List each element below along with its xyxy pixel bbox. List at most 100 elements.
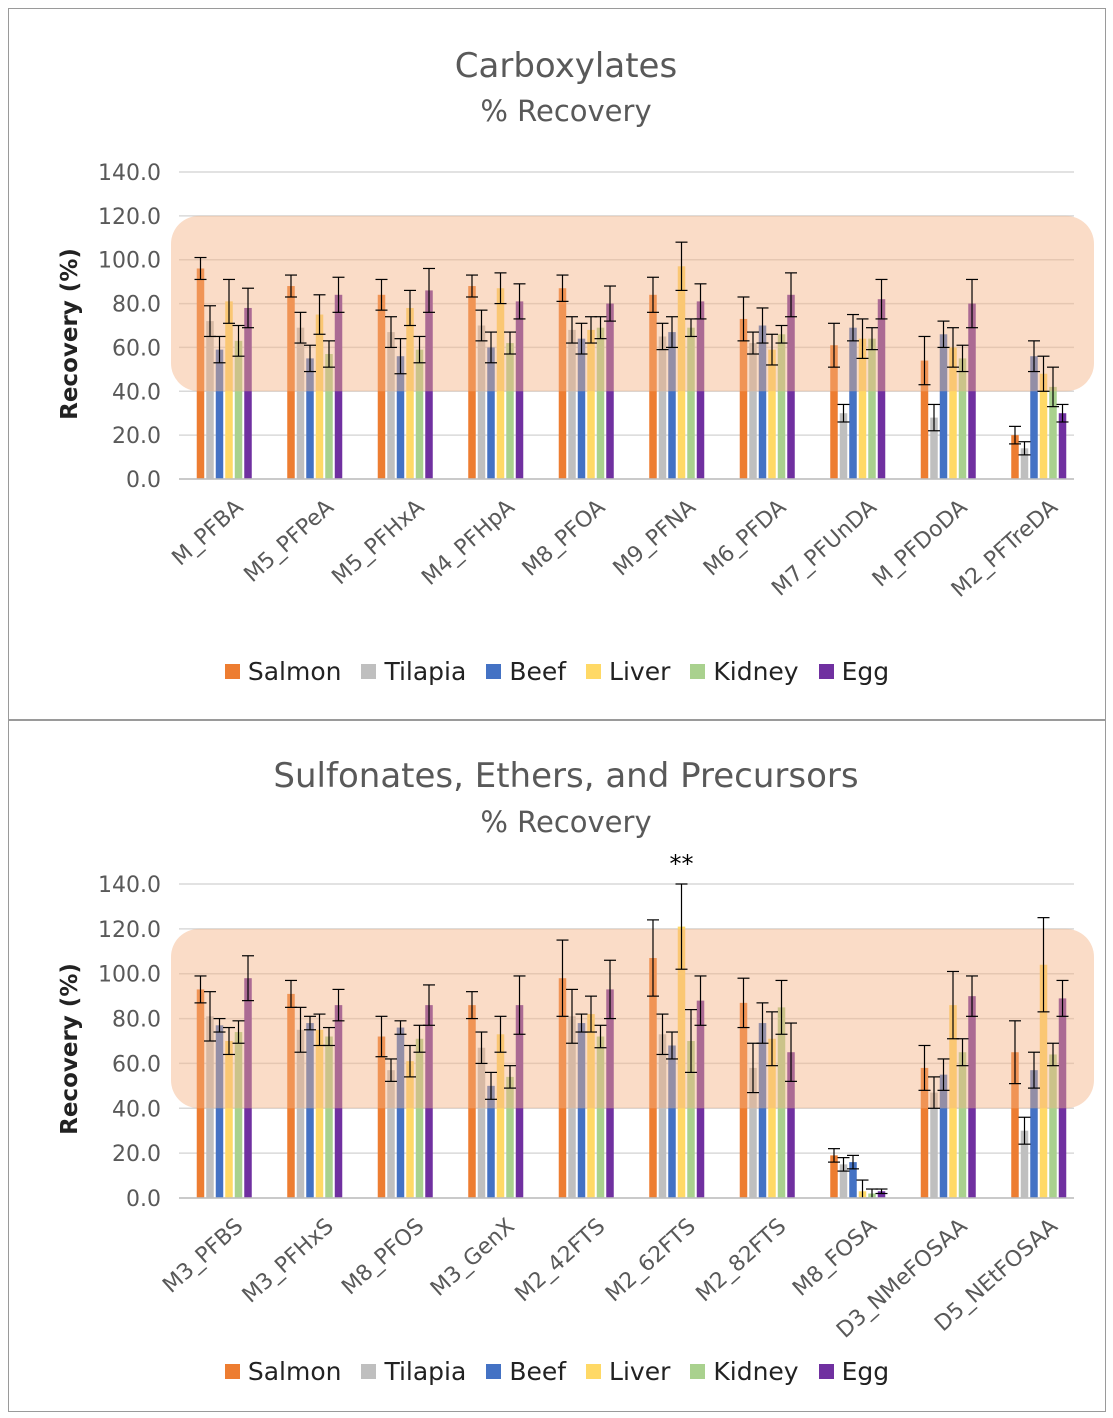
bar-egg (787, 294, 795, 479)
bar-salmon (920, 360, 929, 479)
bar-tilapia (296, 327, 305, 479)
y-tick-label: 20.0 (112, 424, 161, 449)
bar-liver (858, 338, 867, 479)
error-bar (194, 975, 207, 1004)
legend-label: Salmon (247, 657, 342, 686)
error-bar (594, 1024, 607, 1049)
bar-egg (334, 1005, 343, 1198)
error-bar (332, 988, 345, 1022)
legend-swatch (486, 664, 502, 679)
error-bar (875, 278, 888, 320)
bar-beef (939, 1074, 948, 1198)
y-axis-label: Recovery (%) (57, 248, 83, 420)
bar-salmon (377, 294, 386, 479)
error-bar (513, 975, 526, 1035)
bar-beef (849, 1162, 857, 1198)
sulfonates-chart: Sulfonates, Ethers, and Precursors % Rec… (57, 756, 1094, 1344)
bar-beef (487, 1085, 495, 1198)
legend-item-kidney: Kidney (690, 1357, 799, 1386)
bar-tilapia (1020, 1130, 1029, 1198)
carboxylates-legend: Salmon Tilapia Beef Liver Kidney Egg (9, 657, 1105, 686)
bar-liver (496, 1034, 505, 1198)
legend-swatch (586, 1364, 602, 1379)
bar-tilapia (1020, 448, 1029, 479)
error-bar (484, 1071, 497, 1100)
bar-egg (515, 1005, 524, 1198)
error-bar (303, 1015, 316, 1031)
carboxylates-chart-panel: Carboxylates % Recovery Recovery (%) 0.0… (8, 8, 1106, 720)
error-bar (827, 322, 840, 368)
y-tick-label: 40.0 (112, 380, 161, 405)
legend-item-tilapia: Tilapia (361, 657, 466, 686)
bar-salmon (558, 978, 567, 1198)
legend-item-kidney: Kidney (690, 657, 799, 686)
bar-beef (306, 1023, 314, 1198)
legend-swatch (224, 664, 240, 679)
x-tick-label: M8_FOSA (788, 1214, 882, 1302)
x-tick-label: M5_PFPeA (240, 495, 339, 588)
error-bar (1018, 441, 1031, 456)
error-bar (313, 294, 326, 335)
y-tick-label: 20.0 (112, 1142, 161, 1167)
error-bar (756, 1002, 769, 1044)
bar-beef (396, 1027, 405, 1198)
error-bar (513, 283, 526, 320)
legend-label: Egg (841, 1357, 890, 1386)
y-tick-label: 140.0 (98, 161, 161, 186)
sulfonates-chart-panel: Sulfonates, Ethers, and Precursors % Rec… (8, 720, 1106, 1412)
error-bar (837, 1157, 850, 1172)
error-bar (827, 1148, 840, 1163)
error-bar (423, 984, 436, 1026)
error-bar (927, 403, 940, 432)
carboxylates-chart: Carboxylates % Recovery Recovery (%) 0.0… (57, 46, 1094, 603)
error-bar (785, 1022, 798, 1082)
legend-label: Liver (609, 657, 671, 686)
error-bar (384, 316, 397, 349)
bar-kidney (777, 334, 786, 479)
bar-liver (949, 347, 957, 479)
legend-item-tilapia: Tilapia (361, 1357, 466, 1386)
error-bar (604, 285, 617, 322)
legend-item-beef: Beef (486, 1357, 566, 1386)
error-bar (1037, 355, 1050, 392)
bar-tilapia (749, 343, 757, 479)
error-bar (966, 278, 979, 329)
bar-liver (677, 266, 686, 479)
error-bar (665, 1031, 678, 1060)
bar-tilapia (930, 417, 938, 479)
error-bar (475, 309, 488, 342)
bar-beef (1030, 356, 1038, 479)
bar-salmon (739, 1002, 748, 1198)
error-bar (556, 274, 569, 302)
bar-salmon (1011, 1052, 1019, 1198)
bar-kidney (1049, 1054, 1057, 1198)
bar-liver (677, 926, 686, 1198)
bar-liver (1039, 964, 1048, 1198)
bar-beef (1030, 1070, 1038, 1198)
bar-liver (406, 307, 414, 479)
bar-beef (758, 1023, 767, 1198)
y-tick-label: 100.0 (98, 963, 161, 988)
bar-salmon (377, 1036, 386, 1198)
error-bar (242, 287, 255, 329)
x-tick-label: M3_PFBS (158, 1214, 248, 1299)
error-bar (1008, 425, 1021, 445)
bar-egg (696, 1000, 705, 1198)
bar-beef (215, 349, 224, 479)
error-bar (504, 331, 517, 355)
error-bar (332, 276, 345, 313)
legend-swatch (224, 1364, 240, 1379)
error-bar (484, 331, 497, 364)
bar-salmon (830, 1155, 838, 1198)
error-bar (937, 1058, 950, 1091)
x-tick-label: M2_42FTS (511, 1214, 611, 1307)
legend-item-egg: Egg (818, 1357, 890, 1386)
error-bar (918, 335, 931, 386)
y-tick-label: 100.0 (98, 249, 161, 274)
error-bar (927, 1076, 940, 1109)
error-bar (384, 1058, 397, 1082)
bar-kidney (415, 1038, 424, 1198)
bar-salmon (739, 318, 748, 479)
error-bar (846, 1154, 859, 1170)
bar-beef (396, 356, 405, 479)
